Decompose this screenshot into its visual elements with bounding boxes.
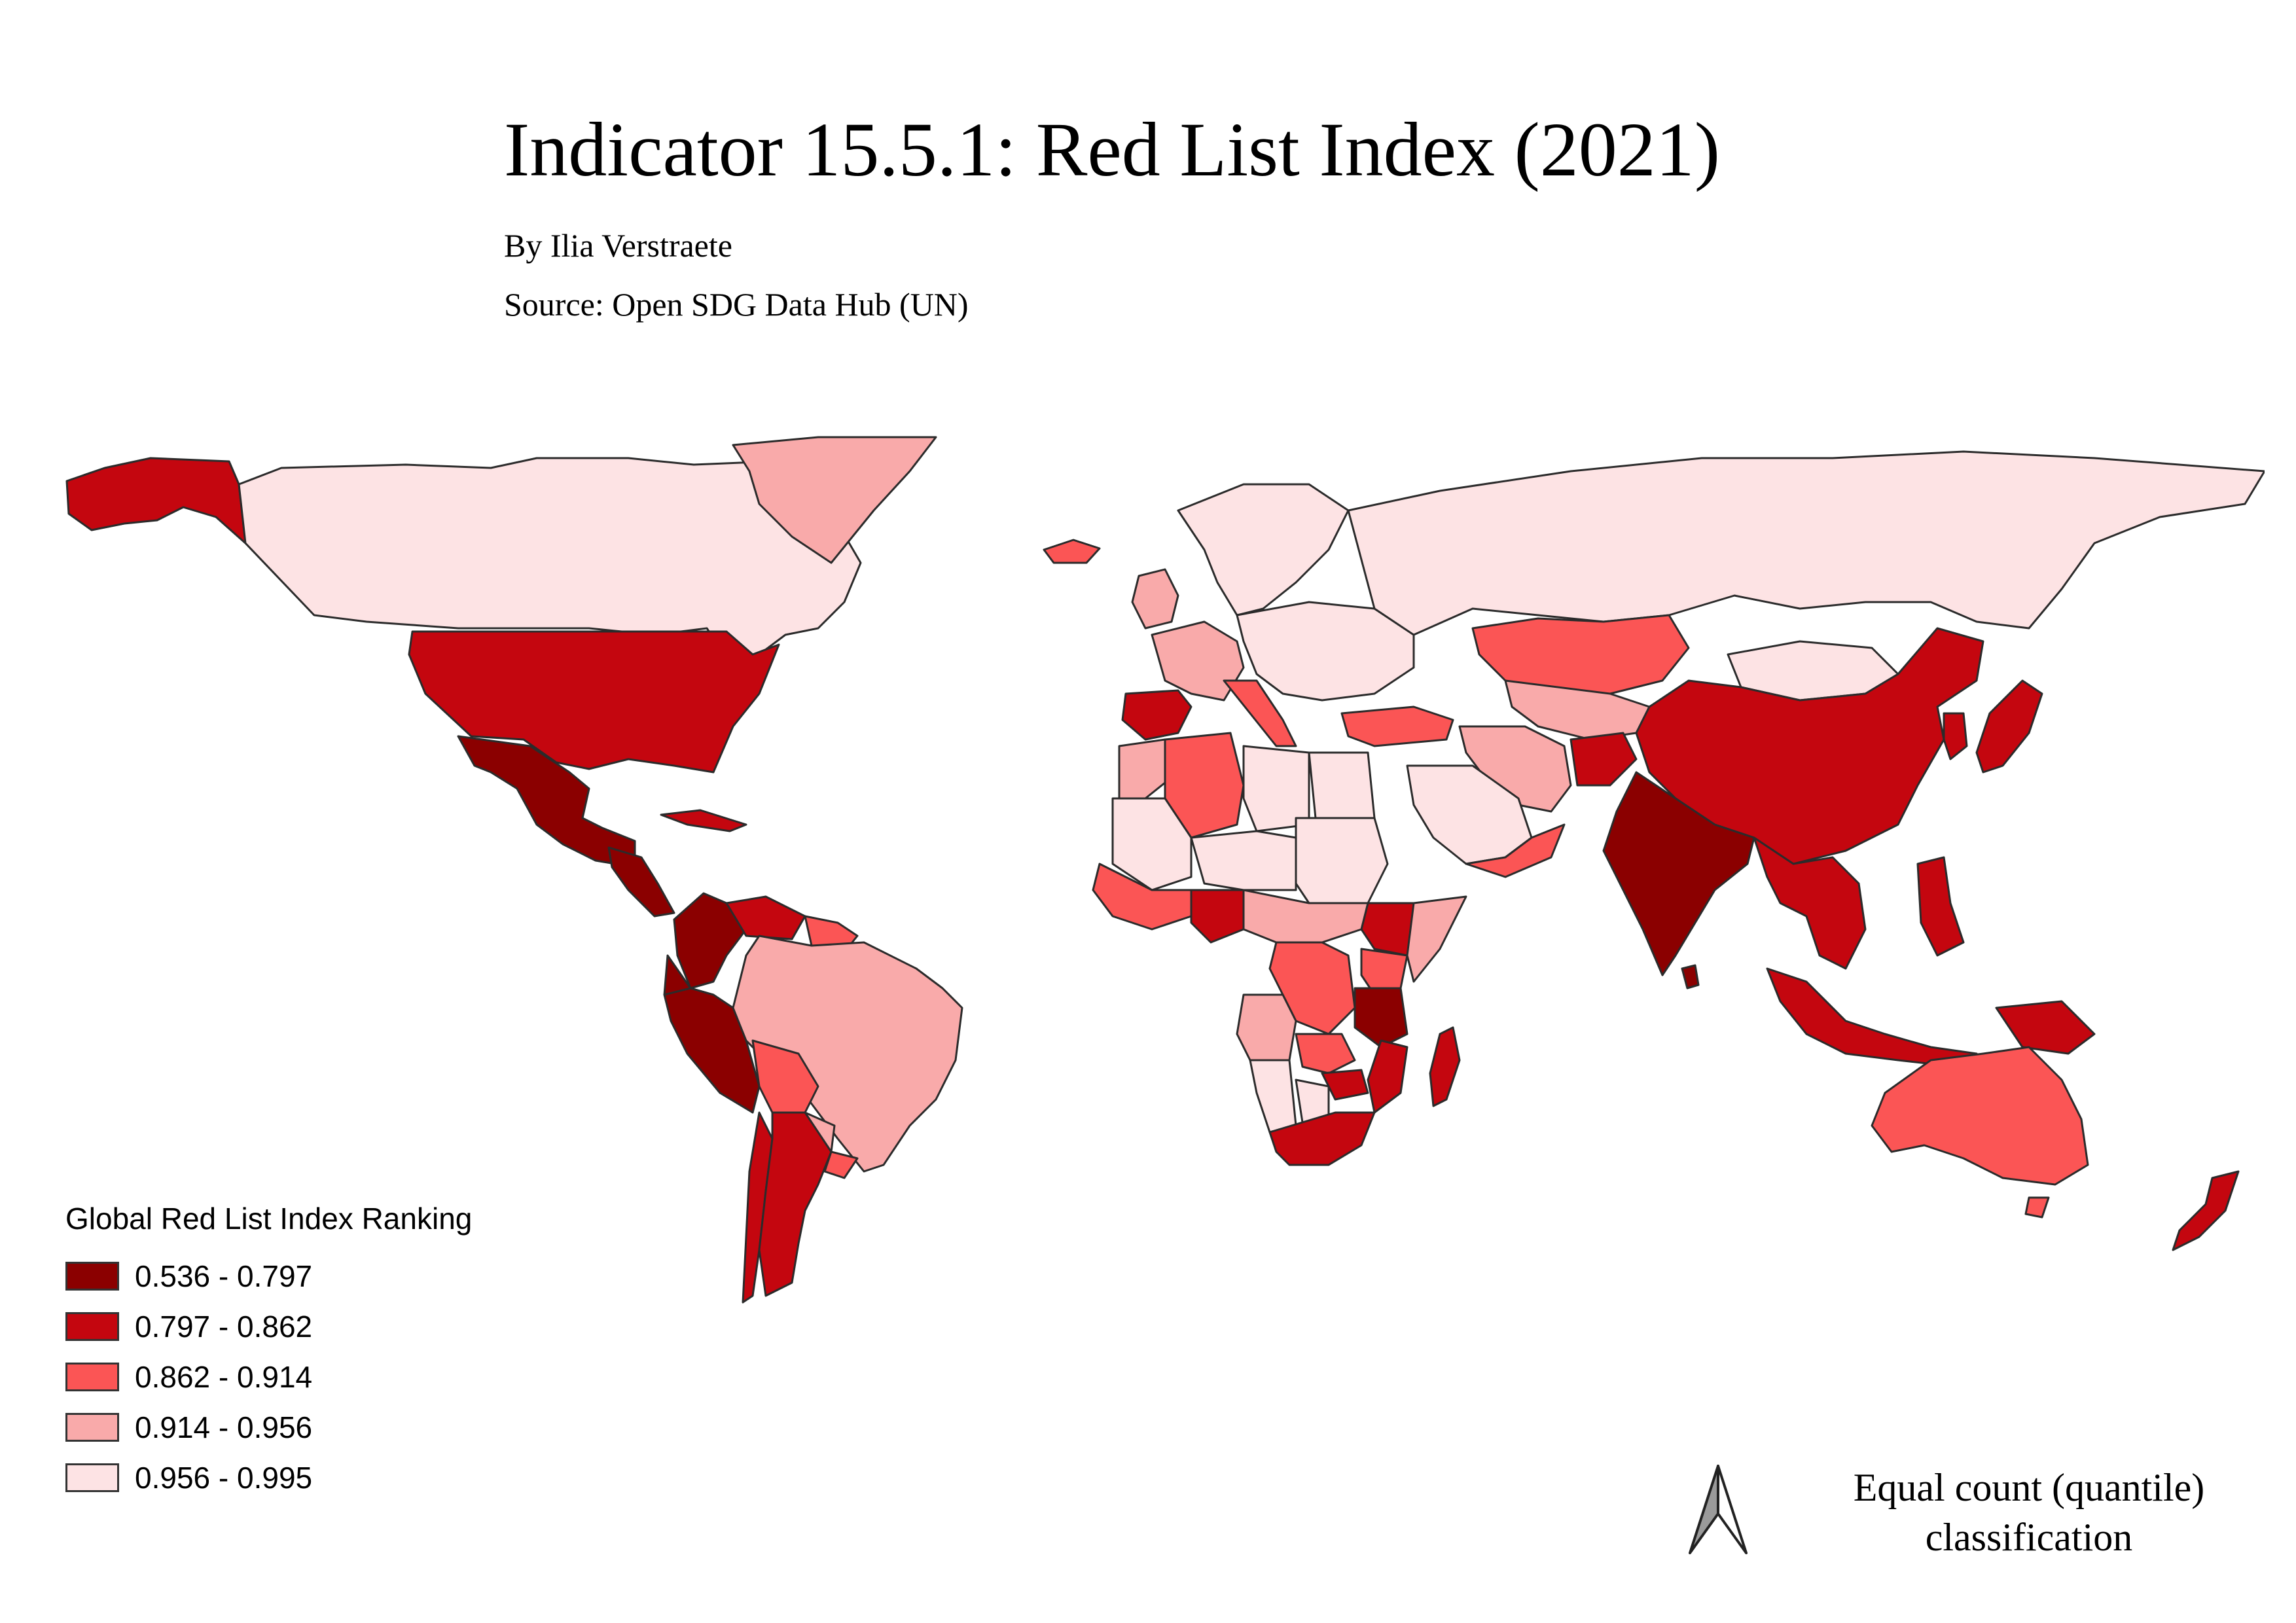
country-region [732, 935, 963, 1173]
country-region [1681, 964, 1700, 990]
country-region [1111, 797, 1193, 891]
country-region [1190, 830, 1297, 891]
legend-label: 0.914 - 0.956 [135, 1410, 313, 1444]
country-region [1043, 539, 1101, 564]
country-region [1242, 889, 1369, 944]
country-region [1465, 823, 1566, 878]
country-region [1295, 817, 1389, 904]
country-region [1354, 987, 1408, 1048]
country-region [1236, 993, 1297, 1061]
country-region [1121, 689, 1193, 741]
author-credit: By Ilia Verstraete [504, 227, 732, 264]
legend-item: 0.914 - 0.956 [65, 1402, 472, 1452]
legend-swatch [65, 1261, 119, 1291]
country-region [1570, 732, 1638, 787]
country-region [1367, 1039, 1408, 1114]
legend-item: 0.956 - 0.995 [65, 1452, 472, 1503]
country-region [2172, 1170, 2240, 1251]
country-region [732, 436, 937, 564]
legend-label: 0.862 - 0.914 [135, 1359, 313, 1394]
country-region [1340, 705, 1454, 747]
country-region [1236, 601, 1415, 702]
country-region [1268, 1111, 1376, 1166]
country-region [1458, 725, 1572, 813]
map-title: Indicator 15.5.1: Red List Index (2021) [504, 107, 1721, 192]
country-region [1242, 745, 1310, 832]
legend-item: 0.797 - 0.862 [65, 1301, 472, 1351]
country-region [1223, 679, 1297, 747]
country-region [1871, 1046, 2089, 1186]
classification-note: Equal count (quantile) classification [1806, 1463, 2251, 1562]
legend-label: 0.536 - 0.797 [135, 1258, 313, 1293]
country-region [408, 630, 780, 774]
country-region [65, 457, 247, 544]
legend-swatch [65, 1362, 119, 1391]
country-region [1308, 751, 1376, 819]
country-region [725, 895, 806, 940]
country-region [1131, 568, 1179, 630]
legend-item: 0.536 - 0.797 [65, 1251, 472, 1301]
country-region [1321, 1069, 1369, 1101]
country-region [1916, 856, 1965, 957]
legend-swatch [65, 1463, 119, 1492]
country-region [238, 457, 862, 659]
legend-label: 0.956 - 0.995 [135, 1460, 313, 1495]
country-region [1347, 450, 2265, 636]
country-region [2024, 1196, 2050, 1219]
legend-item: 0.862 - 0.914 [65, 1351, 472, 1402]
country-region [1766, 967, 1978, 1068]
country-region [1995, 1000, 2096, 1055]
north-arrow-icon [1689, 1465, 1748, 1554]
country-region [1118, 738, 1179, 800]
country-region [1975, 679, 2043, 774]
legend-swatch [65, 1311, 119, 1341]
country-region [1177, 483, 1350, 616]
country-region [1602, 771, 1755, 976]
legend: Global Red List Index Ranking 0.536 - 0.… [65, 1201, 472, 1503]
country-region [1753, 836, 1867, 970]
legend-title: Global Red List Index Ranking [65, 1202, 473, 1236]
country-region [1092, 863, 1193, 931]
country-region [758, 1111, 833, 1297]
country-region [1249, 1059, 1297, 1133]
legend-swatch [65, 1412, 119, 1442]
country-region [1406, 895, 1467, 983]
country-region [673, 892, 747, 990]
world-map [65, 436, 2265, 1304]
country-region [1429, 1026, 1461, 1107]
country-region [1471, 614, 1690, 695]
classification-note-line: classification [1925, 1516, 2133, 1559]
country-region [660, 809, 747, 832]
country-region [1190, 889, 1245, 944]
legend-label: 0.797 - 0.862 [135, 1309, 313, 1344]
data-source: Source: Open SDG Data Hub (UN) [504, 286, 969, 323]
country-region [1295, 1033, 1356, 1075]
country-region [607, 846, 675, 918]
country-region [823, 1150, 859, 1179]
classification-note-line: Equal count (quantile) [1853, 1466, 2205, 1509]
country-region [1943, 712, 1968, 760]
